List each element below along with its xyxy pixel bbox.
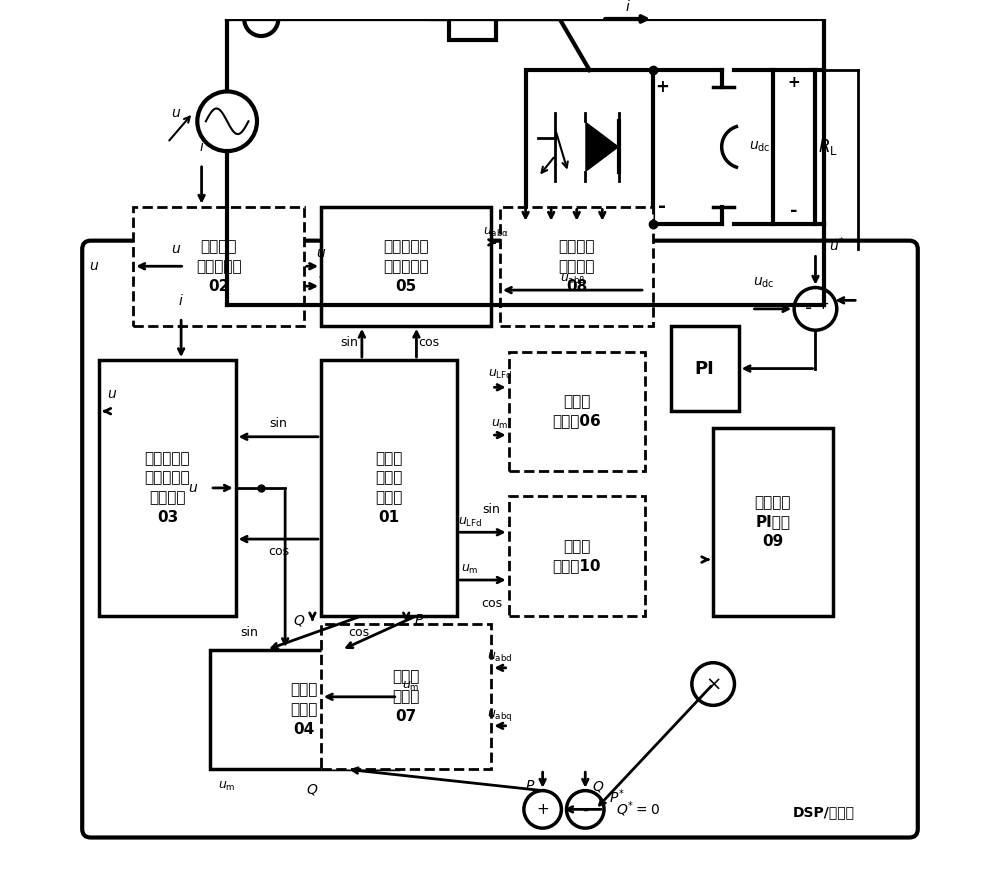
FancyBboxPatch shape (449, 0, 496, 40)
Text: 频率补偿矩
阵分量计算
05: 频率补偿矩 阵分量计算 05 (383, 239, 429, 293)
Text: +: + (788, 75, 801, 91)
FancyBboxPatch shape (509, 352, 645, 471)
Text: $u$: $u$ (188, 481, 198, 495)
Text: $Q$: $Q$ (306, 782, 319, 797)
FancyBboxPatch shape (509, 497, 645, 615)
FancyBboxPatch shape (321, 624, 491, 769)
Text: $P$: $P$ (414, 613, 424, 627)
Text: -: - (790, 202, 798, 220)
Text: $u_{\rm dc}$: $u_{\rm dc}$ (753, 276, 775, 291)
Text: +: + (655, 79, 669, 96)
Text: $u_{\rm m}$: $u_{\rm m}$ (461, 563, 479, 576)
Text: $i$: $i$ (318, 266, 324, 281)
Text: $Q$: $Q$ (592, 779, 604, 794)
Text: cos: cos (268, 546, 289, 559)
Text: $u_{\rm abq}$: $u_{\rm abq}$ (487, 708, 513, 723)
Text: $u_{\rm m}$: $u_{\rm m}$ (402, 680, 419, 693)
FancyBboxPatch shape (210, 650, 398, 769)
FancyBboxPatch shape (99, 360, 236, 615)
FancyBboxPatch shape (500, 207, 653, 326)
Text: 频率补
偿矩阵06: 频率补 偿矩阵06 (552, 394, 601, 429)
Text: $u_{\rm m}$: $u_{\rm m}$ (218, 780, 236, 793)
Text: 网压幅
值计算
04: 网压幅 值计算 04 (290, 683, 318, 737)
Text: 空间矢量
脉宽调制
08: 空间矢量 脉宽调制 08 (558, 239, 595, 293)
Text: sin: sin (269, 417, 287, 430)
Text: -: - (658, 197, 666, 216)
FancyBboxPatch shape (82, 241, 918, 837)
Text: cos: cos (348, 626, 369, 639)
Text: +: + (536, 802, 549, 817)
Text: PI: PI (695, 360, 715, 377)
Text: $u_{\rm abd}$: $u_{\rm abd}$ (487, 651, 513, 664)
Text: $u_{\rm ab\alpha}$: $u_{\rm ab\alpha}$ (483, 225, 509, 238)
Text: 本地正
余弦信
号计算
01: 本地正 余弦信 号计算 01 (375, 450, 403, 526)
Text: $u$: $u$ (171, 242, 181, 256)
Text: sin: sin (240, 626, 258, 639)
Text: $Q^{*}{=}0$: $Q^{*}{=}0$ (616, 800, 660, 819)
Text: $u_{\rm LFd}$: $u_{\rm LFd}$ (488, 368, 512, 382)
FancyBboxPatch shape (321, 207, 491, 326)
FancyBboxPatch shape (671, 326, 739, 411)
Text: cos: cos (481, 596, 502, 609)
Text: $u_{\rm LFd}$: $u_{\rm LFd}$ (458, 515, 482, 528)
Text: $i$: $i$ (199, 140, 204, 155)
FancyBboxPatch shape (773, 70, 815, 223)
Text: sin: sin (483, 503, 500, 516)
Polygon shape (585, 121, 619, 173)
Text: DSP/单片机: DSP/单片机 (793, 805, 855, 819)
Text: 电压外环
PI控制
09: 电压外环 PI控制 09 (755, 495, 791, 549)
Text: $i$: $i$ (625, 0, 631, 14)
FancyBboxPatch shape (526, 70, 653, 223)
Text: cos: cos (419, 336, 440, 349)
Text: $Q$: $Q$ (293, 613, 306, 628)
Text: 网侧电压
流采集转换
02: 网侧电压 流采集转换 02 (196, 239, 241, 293)
Text: +: + (816, 297, 829, 313)
Text: $u$: $u$ (89, 259, 99, 273)
Text: sin: sin (340, 336, 358, 349)
Text: $P^{*}$: $P^{*}$ (609, 787, 625, 806)
Text: $u$: $u$ (171, 106, 181, 120)
FancyBboxPatch shape (133, 207, 304, 326)
Text: $P$: $P$ (525, 780, 535, 794)
Text: -: - (805, 299, 812, 319)
Text: $u^{*}$: $u^{*}$ (829, 236, 845, 254)
Text: $\times$: $\times$ (705, 675, 721, 693)
Text: 直接功
率控制
07: 直接功 率控制 07 (393, 670, 420, 724)
Text: $u$: $u$ (316, 246, 326, 260)
FancyBboxPatch shape (321, 360, 457, 615)
Text: -: - (582, 801, 588, 818)
Text: $u_{\rm ab\beta}$: $u_{\rm ab\beta}$ (560, 272, 585, 287)
Text: $i$: $i$ (178, 292, 184, 308)
Text: $R_{\rm L}$: $R_{\rm L}$ (818, 137, 838, 157)
Text: 单相无锁相
环网压瞬时
功率计算
03: 单相无锁相 环网压瞬时 功率计算 03 (145, 450, 190, 526)
Text: 工频坐
标变换10: 工频坐 标变换10 (552, 539, 601, 574)
Text: $u_{\rm dc}$: $u_{\rm dc}$ (749, 140, 771, 154)
Text: $u_{\rm m}$: $u_{\rm m}$ (491, 418, 509, 431)
FancyBboxPatch shape (713, 429, 833, 615)
Text: $u$: $u$ (107, 387, 117, 401)
